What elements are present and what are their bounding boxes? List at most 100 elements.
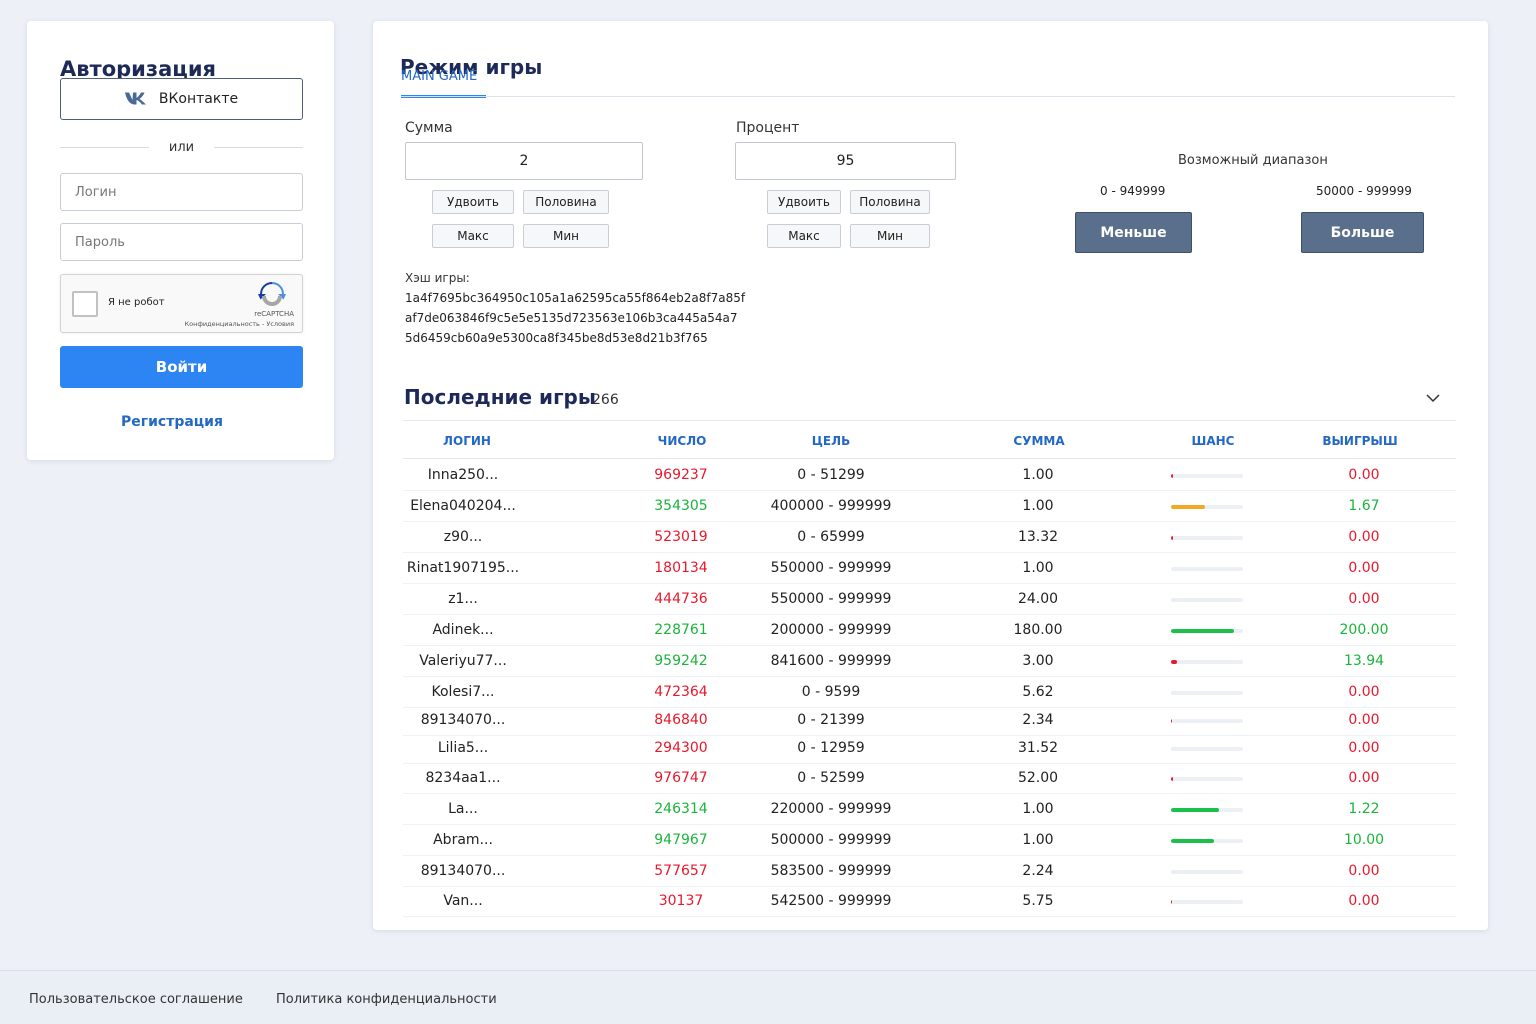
divider-line <box>60 146 149 148</box>
row-win: 10.00 <box>1343 832 1385 848</box>
bet-more-button[interactable]: Больше <box>1301 212 1424 253</box>
chance-bar-fill <box>1171 900 1173 904</box>
row-sum: 52.00 <box>1017 770 1059 786</box>
row-login: Adinek... <box>432 622 494 638</box>
sum-input[interactable] <box>405 142 643 180</box>
row-sum: 1.00 <box>1022 801 1054 817</box>
row-sum: 5.62 <box>1022 684 1054 700</box>
row-login: 89134070... <box>420 712 506 728</box>
row-target: 841600 - 999999 <box>770 653 892 669</box>
recent-games-table: Inna250... 969237 0 - 51299 1.00 0.00 Elena04… <box>373 21 1488 930</box>
row-divider <box>403 735 1456 736</box>
recaptcha-brand: reCAPTCHA <box>254 310 294 318</box>
row-divider <box>403 763 1456 764</box>
sum-min-button[interactable]: Мин <box>523 224 609 248</box>
table-row: 8234aa1... 976747 0 - 52599 52.00 0.00 <box>403 764 1456 794</box>
row-login: Inna250... <box>427 467 499 483</box>
login-input[interactable] <box>60 173 303 211</box>
sum-double-button[interactable]: Удвоить <box>432 190 514 214</box>
recaptcha-checkbox[interactable] <box>72 291 98 317</box>
vk-login-button[interactable]: ВКонтакте <box>60 78 303 120</box>
row-login: z90... <box>443 529 483 545</box>
column-header-number: ЧИСЛО <box>657 434 707 448</box>
row-number: 472364 <box>654 684 708 700</box>
row-win: 200.00 <box>1339 622 1389 638</box>
privacy-link[interactable]: Политика конфиденциальности <box>276 992 497 1007</box>
game-hash-line: af7de063846f9c5e5e5135d723563e106b3ca445… <box>405 311 738 325</box>
table-row: Inna250... 969237 0 - 51299 1.00 0.00 <box>403 461 1456 491</box>
row-divider <box>403 552 1456 553</box>
row-divider <box>403 676 1456 677</box>
column-header-target: ЦЕЛЬ <box>811 434 851 448</box>
chance-bar-fill <box>1171 839 1215 843</box>
or-divider: или <box>60 138 303 156</box>
recent-games-count: 266 <box>592 392 619 408</box>
percent-max-button[interactable]: Макс <box>767 224 841 248</box>
tab-main-game[interactable]: MAIN GAME <box>401 68 486 98</box>
row-win: 0.00 <box>1348 712 1380 728</box>
row-divider <box>403 490 1456 491</box>
table-row: 89134070... 846840 0 - 21399 2.34 0.00 <box>403 706 1456 736</box>
row-divider <box>403 707 1456 708</box>
divider-line <box>214 146 303 148</box>
percent-input[interactable] <box>735 142 956 180</box>
chance-bar <box>1171 808 1243 812</box>
auth-title: Авторизация <box>60 57 217 81</box>
chance-bar <box>1171 474 1243 478</box>
row-login: Elena040204... <box>410 498 516 514</box>
row-sum: 1.00 <box>1022 832 1054 848</box>
row-divider <box>403 886 1456 887</box>
chance-bar <box>1171 691 1243 695</box>
terms-link[interactable]: Пользовательское соглашение <box>29 992 243 1007</box>
column-header-login: ЛОГИН <box>443 434 491 448</box>
vk-logo-icon <box>124 90 147 109</box>
row-target: 0 - 12959 <box>797 740 865 756</box>
possible-range-title: Возможный диапазон <box>1178 153 1328 168</box>
footer: Пользовательское соглашение Политика кон… <box>0 970 1536 1024</box>
table-row: z90... 523019 0 - 65999 13.32 0.00 <box>403 523 1456 553</box>
row-login: Valeriyu77... <box>419 653 507 669</box>
row-divider <box>403 916 1456 917</box>
row-number: 523019 <box>654 529 708 545</box>
sum-label: Сумма <box>405 120 453 136</box>
chance-bar-fill <box>1171 536 1174 540</box>
chevron-down-icon[interactable] <box>1425 390 1441 406</box>
row-sum: 5.75 <box>1022 893 1054 909</box>
table-row: Valeriyu77... 959242 841600 - 999999 3.00 13… <box>403 647 1456 677</box>
chance-bar <box>1171 747 1243 751</box>
row-target: 200000 - 999999 <box>770 622 892 638</box>
row-win: 0.00 <box>1348 770 1380 786</box>
row-target: 583500 - 999999 <box>770 863 892 879</box>
row-number: 969237 <box>654 467 708 483</box>
chance-bar <box>1171 536 1243 540</box>
table-row: z1... 444736 550000 - 999999 24.00 0.00 <box>403 585 1456 615</box>
row-number: 976747 <box>654 770 708 786</box>
recaptcha-links[interactable]: Конфиденциальность - Условия <box>184 320 294 328</box>
recaptcha-icon <box>258 282 286 306</box>
sum-max-button[interactable]: Макс <box>432 224 514 248</box>
password-input[interactable] <box>60 223 303 261</box>
row-win: 0.00 <box>1348 529 1380 545</box>
row-divider <box>403 645 1456 646</box>
login-button[interactable]: Войти <box>60 346 303 388</box>
row-sum: 2.24 <box>1022 863 1054 879</box>
auth-card: Авторизация ВКонтакте или Я не робот reC… <box>27 21 334 460</box>
table-row: Kolesi7... 472364 0 - 9599 5.62 0.00 <box>403 678 1456 708</box>
row-win: 13.94 <box>1343 653 1385 669</box>
register-link[interactable]: Регистрация <box>121 414 223 430</box>
row-target: 500000 - 999999 <box>770 832 892 848</box>
percent-double-button[interactable]: Удвоить <box>767 190 841 214</box>
chance-bar <box>1171 567 1243 571</box>
row-number: 30137 <box>658 893 704 909</box>
row-login: Rinat1907195... <box>406 560 520 576</box>
percent-half-button[interactable]: Половина <box>850 190 930 214</box>
row-sum: 13.32 <box>1017 529 1059 545</box>
percent-min-button[interactable]: Мин <box>850 224 930 248</box>
chance-bar-fill <box>1171 719 1173 723</box>
chance-bar <box>1171 505 1243 509</box>
sum-half-button[interactable]: Половина <box>523 190 609 214</box>
chance-bar-fill <box>1171 629 1235 633</box>
row-target: 0 - 52599 <box>797 770 865 786</box>
bet-less-button[interactable]: Меньше <box>1075 212 1192 253</box>
recent-games-title: Последние игры <box>404 385 596 409</box>
